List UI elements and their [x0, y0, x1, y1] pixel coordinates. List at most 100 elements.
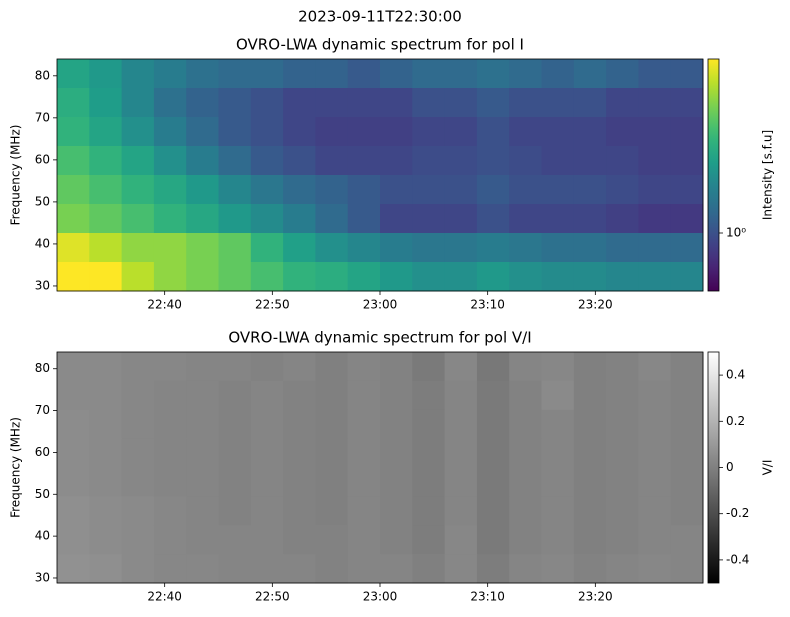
- heat-cell: [509, 409, 542, 440]
- heat-cell: [89, 409, 123, 440]
- heat-cell: [412, 409, 446, 440]
- heat-cell: [186, 496, 219, 526]
- heat-cell: [283, 88, 316, 118]
- heat-cell: [670, 409, 704, 440]
- heat-cell: [412, 352, 446, 382]
- heat-cell: [121, 262, 155, 292]
- heat-cell: [283, 117, 316, 147]
- y-tick-label: 40: [35, 236, 50, 250]
- heat-cell: [347, 175, 381, 205]
- heat-cell: [541, 554, 575, 584]
- heat-cell: [57, 525, 90, 555]
- heat-cell: [606, 117, 639, 147]
- heat-cell: [380, 467, 413, 497]
- heat-cell: [638, 438, 672, 468]
- heat-cell: [186, 352, 219, 382]
- x-tick-label: 22:50: [255, 298, 290, 312]
- heat-cell: [153, 146, 187, 176]
- heat-cell: [541, 175, 575, 205]
- heat-cell: [638, 204, 672, 234]
- heat-cell: [476, 233, 510, 263]
- colorbar-tick-label: -0.4: [726, 552, 749, 566]
- heat-cell: [638, 496, 672, 526]
- heat-cell: [315, 233, 349, 263]
- heat-cell: [89, 262, 123, 292]
- heat-cell: [153, 438, 187, 468]
- heat-cell: [638, 262, 672, 292]
- heat-cell: [670, 146, 704, 176]
- y-tick-label: 30: [35, 278, 50, 292]
- heat-cell: [573, 467, 607, 497]
- heat-cell: [509, 204, 542, 234]
- heat-cell: [670, 380, 704, 411]
- heat-cell: [218, 233, 252, 263]
- heat-cell: [380, 88, 413, 118]
- heat-cell: [509, 438, 542, 468]
- heat-cell: [347, 496, 381, 526]
- heat-cell: [121, 233, 155, 263]
- x-tick-label: 23:00: [363, 298, 398, 312]
- heat-cell: [541, 409, 575, 440]
- heat-cell: [573, 204, 607, 234]
- heat-cell: [347, 117, 381, 147]
- heat-cell: [476, 146, 510, 176]
- colorbar-label: V/I: [761, 460, 775, 476]
- heat-cell: [380, 175, 413, 205]
- heat-cell: [670, 262, 704, 292]
- heat-cell: [121, 88, 155, 118]
- heat-cell: [606, 409, 639, 440]
- heat-cell: [283, 438, 316, 468]
- y-axis-label: Frequency (MHz): [9, 125, 23, 226]
- heat-cell: [153, 525, 187, 555]
- heat-cell: [218, 467, 252, 497]
- heat-cell: [153, 262, 187, 292]
- heat-cell: [573, 175, 607, 205]
- heat-cell: [250, 117, 284, 147]
- heat-cell: [606, 262, 639, 292]
- heat-cell: [315, 409, 349, 440]
- y-tick-label: 80: [35, 68, 50, 82]
- heat-cell: [283, 204, 316, 234]
- heat-cell: [283, 525, 316, 555]
- heat-cell: [250, 525, 284, 555]
- heat-cell: [412, 117, 446, 147]
- heat-cell: [57, 59, 90, 89]
- heat-cell: [509, 380, 542, 411]
- heat-cell: [315, 380, 349, 411]
- heat-cell: [186, 175, 219, 205]
- heat-cell: [541, 117, 575, 147]
- heat-cell: [412, 175, 446, 205]
- heat-cell: [573, 352, 607, 382]
- heat-cell: [573, 262, 607, 292]
- heat-cell: [638, 525, 672, 555]
- heat-cell: [347, 380, 381, 411]
- x-tick-label: 23:20: [578, 298, 613, 312]
- heat-cell: [347, 88, 381, 118]
- heat-cell: [315, 117, 349, 147]
- colorbar: [707, 351, 720, 584]
- heat-cell: [57, 204, 90, 234]
- heat-cell: [89, 438, 123, 468]
- heat-cell: [638, 233, 672, 263]
- heat-cell: [380, 146, 413, 176]
- heat-cell: [89, 554, 123, 584]
- colorbar: [707, 58, 720, 292]
- heat-cell: [509, 467, 542, 497]
- heat-cell: [606, 59, 639, 89]
- heat-cell: [283, 496, 316, 526]
- heat-cell: [541, 204, 575, 234]
- heat-cell: [541, 467, 575, 497]
- heat-cell: [186, 59, 219, 89]
- heat-cell: [444, 88, 478, 118]
- y-tick-label: 50: [35, 487, 50, 501]
- heat-cell: [444, 233, 478, 263]
- heat-cell: [57, 409, 90, 440]
- y-tick-label: 80: [35, 361, 50, 375]
- heat-cell: [121, 525, 155, 555]
- heat-cell: [250, 146, 284, 176]
- heat-cell: [638, 352, 672, 382]
- heat-cell: [476, 380, 510, 411]
- heat-cell: [347, 467, 381, 497]
- heat-cell: [347, 525, 381, 555]
- heat-cell: [250, 409, 284, 440]
